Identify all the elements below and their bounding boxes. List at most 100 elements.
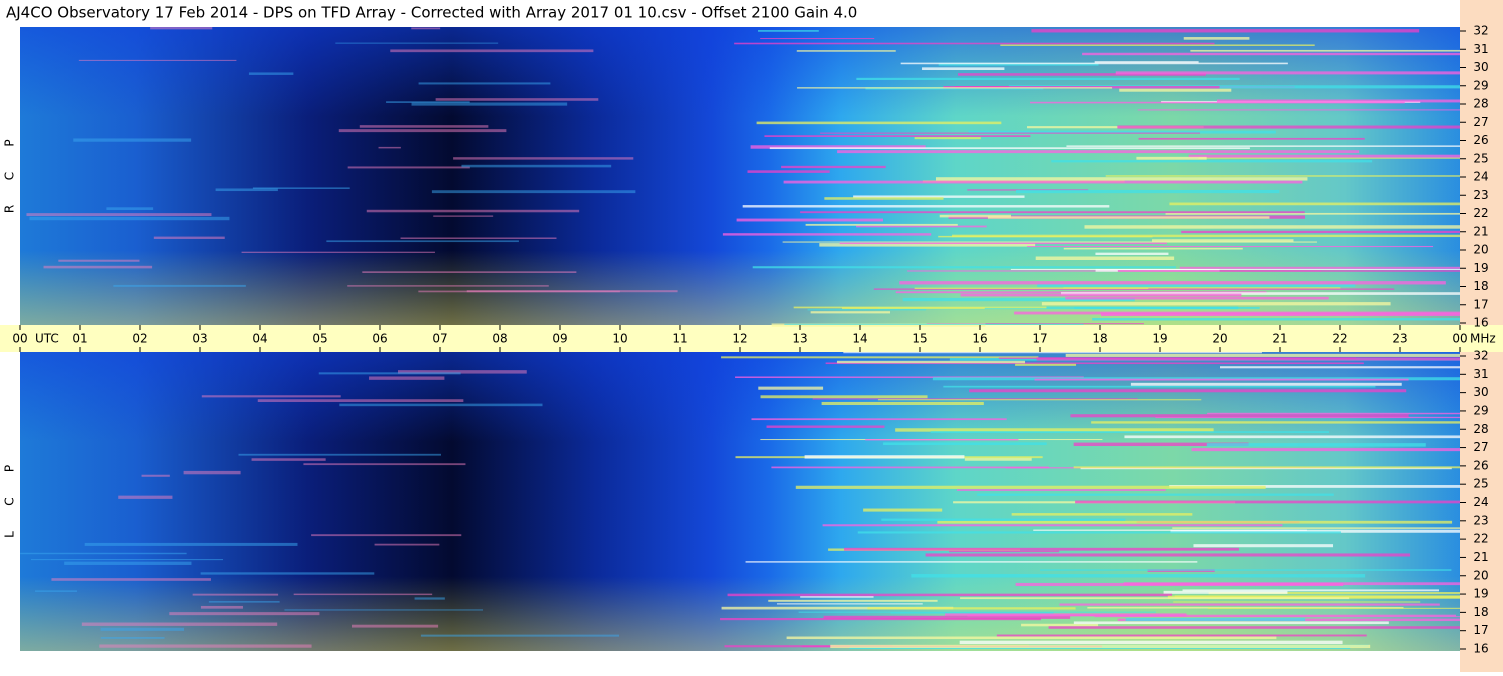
- spectrogram-streak: [169, 612, 320, 616]
- spectrogram-streak: [200, 605, 243, 609]
- time-label: 22: [1332, 332, 1347, 346]
- frequency-label: 27: [1473, 440, 1488, 454]
- spectrogram-streak: [431, 190, 636, 194]
- spectrogram-streak: [1124, 435, 1460, 439]
- spectrogram-streak: [326, 240, 519, 243]
- spectrogram-streak: [318, 372, 461, 375]
- frequency-label: 23: [1473, 188, 1488, 202]
- spectrogram-streak: [1117, 270, 1460, 272]
- spectrogram-streak: [73, 138, 192, 142]
- spectrogram-streak: [1070, 414, 1409, 418]
- spectrogram-streak: [865, 439, 1019, 441]
- time-label: 16: [972, 332, 987, 346]
- frequency-label: 32: [1473, 24, 1488, 38]
- spectrogram-streak: [960, 597, 1350, 600]
- spectrogram-streak: [100, 627, 185, 631]
- spectrogram-streak: [386, 101, 470, 103]
- spectrogram-streak: [248, 72, 294, 75]
- spectrogram-streak: [369, 376, 445, 380]
- time-label: 04: [252, 332, 267, 346]
- spectrogram-streak: [823, 615, 1071, 619]
- spectrogram-streak: [1163, 590, 1288, 594]
- spectrogram-streak: [1219, 366, 1460, 369]
- spectrogram-streak: [751, 418, 1007, 421]
- spectrogram-streak: [853, 195, 1025, 198]
- spectrogram-streak: [359, 125, 489, 128]
- spectrogram-streak: [150, 27, 213, 30]
- frequency-label: 16: [1473, 316, 1488, 330]
- spectrogram-streak: [836, 360, 1026, 364]
- spectrogram: [20, 352, 1460, 651]
- time-label: 09: [552, 332, 567, 346]
- spectrogram-streak: [1041, 302, 1391, 306]
- frequency-label: 21: [1473, 224, 1488, 238]
- spectrogram-streak: [84, 542, 298, 546]
- time-label: 13: [792, 332, 807, 346]
- frequency-label: 22: [1473, 206, 1488, 220]
- spectrogram-streak: [1170, 529, 1460, 533]
- spectrogram-streak: [1027, 126, 1204, 129]
- spectrogram-streak: [952, 234, 1460, 238]
- spectrogram-streak: [856, 77, 1240, 81]
- spectrogram-streak: [78, 59, 237, 61]
- time-label: 12: [732, 332, 747, 346]
- spectrogram-streak: [922, 67, 1005, 71]
- spectrogram-streak: [781, 165, 886, 169]
- frequency-label: 19: [1473, 261, 1488, 275]
- spectrogram-streak: [758, 386, 824, 390]
- spectrogram-streak: [873, 288, 1395, 290]
- frequency-label: 18: [1473, 605, 1488, 619]
- spectrogram-streak: [764, 135, 1031, 137]
- frequency-label: 28: [1473, 97, 1488, 111]
- spectrogram-streak: [837, 150, 1360, 154]
- spectrogram-streak: [914, 137, 981, 140]
- spectrogram-streak: [812, 398, 1138, 400]
- spectrogram-streak: [1082, 52, 1460, 56]
- frequency-label: 32: [1473, 349, 1488, 363]
- frequency-label: 20: [1473, 243, 1488, 257]
- spectrogram-streak: [1193, 544, 1334, 548]
- spectrogram-streak: [1084, 225, 1460, 229]
- spectrogram-streak: [771, 323, 986, 327]
- spectrogram-streak: [987, 216, 1270, 219]
- spectrogram-streak: [925, 553, 1411, 557]
- frequency-label: 20: [1473, 568, 1488, 582]
- spectrogram-streak: [807, 309, 927, 311]
- time-label: 06: [372, 332, 387, 346]
- spectrogram-streak: [914, 287, 1149, 289]
- panel-letter: R: [3, 205, 17, 213]
- spectrogram-streak: [822, 524, 1283, 527]
- spectrogram-streak: [843, 352, 1262, 354]
- spectrogram-streak: [1048, 626, 1460, 629]
- panel-letter: C: [3, 172, 17, 180]
- spectrogram-streak: [959, 640, 1343, 645]
- spectrogram-streak: [347, 166, 470, 169]
- spectrogram-streak: [1031, 29, 1420, 33]
- time-axis-band: [0, 325, 1503, 352]
- spectrogram-streak: [819, 243, 1036, 247]
- panel-letter: C: [3, 497, 17, 505]
- spectrogram-streak: [890, 612, 1054, 614]
- spectrogram-streak: [895, 428, 1214, 432]
- spectrogram-streak: [362, 271, 577, 274]
- time-label: 02: [132, 332, 147, 346]
- spectrogram-streak: [878, 306, 1239, 310]
- spectrogram-streak: [939, 214, 1012, 218]
- spectrogram-streak: [734, 42, 1215, 45]
- panel-letter: P: [3, 465, 17, 472]
- spectrogram-streak: [824, 197, 944, 200]
- spectrogram-streak: [433, 215, 494, 217]
- spectrogram-streak: [938, 235, 1153, 238]
- spectrogram-streak: [1136, 156, 1207, 160]
- spectrogram-streak: [745, 561, 1198, 563]
- frequency-label: 31: [1473, 42, 1488, 56]
- spectrogram-streak: [839, 242, 1167, 245]
- frequency-label: 26: [1473, 133, 1488, 147]
- spectrogram-streak: [20, 552, 187, 555]
- spectrogram-streak: [1061, 292, 1460, 295]
- spectrogram-streak: [397, 370, 527, 374]
- spectrogram-streak: [51, 578, 211, 581]
- frequency-label: 29: [1473, 78, 1488, 92]
- spectrogram-streak: [949, 550, 1060, 553]
- spectrogram-streak: [825, 362, 1364, 365]
